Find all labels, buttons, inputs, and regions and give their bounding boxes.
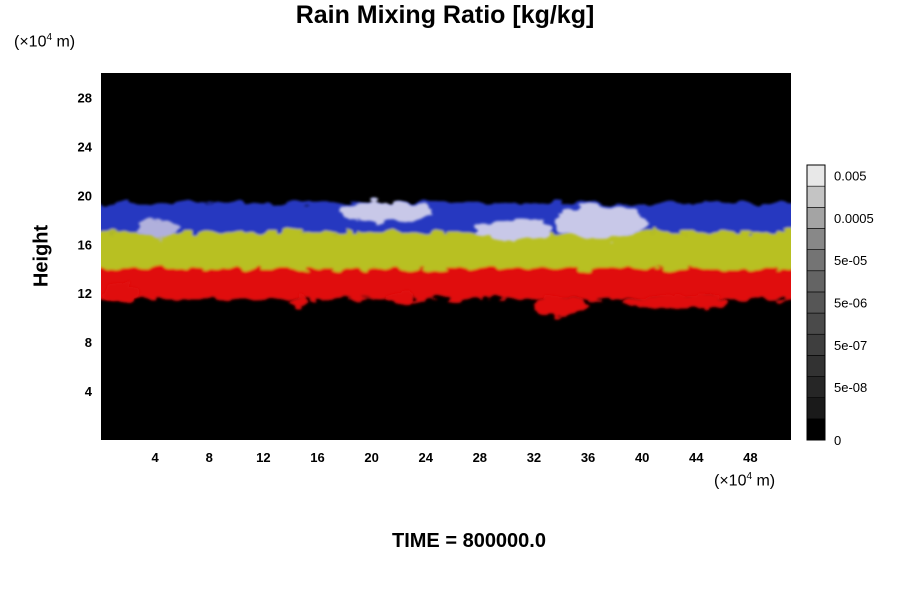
- colorbar-cell: [806, 291, 826, 314]
- colorbar-cell: [806, 270, 826, 293]
- y-tick-label: 24: [78, 139, 93, 154]
- colorbar-cell: [806, 164, 826, 187]
- y-tick-label: 4: [85, 384, 93, 399]
- colorbar-label: 0.0005: [834, 211, 874, 226]
- y-tick-label: 8: [85, 335, 92, 350]
- field-patch-3: [137, 217, 179, 240]
- x-unit-suffix: m): [752, 472, 776, 490]
- plot-area: [101, 73, 791, 440]
- colorbar-label: 5e-07: [834, 338, 867, 353]
- colorbar-label: 5e-06: [834, 296, 867, 311]
- x-tick-label: 28: [473, 450, 487, 465]
- colorbar-cell: [806, 312, 826, 335]
- y-axis-ticks: 4 8 12 16 20 24 28: [78, 90, 93, 399]
- field-band-2: [101, 202, 791, 233]
- y-axis-unit: (×104 m): [14, 32, 75, 51]
- y-tick-label: 16: [78, 237, 92, 252]
- colorbar-cell: [806, 376, 826, 398]
- colorbar-label: 5e-05: [834, 253, 867, 268]
- chart-title: Rain Mixing Ratio [kg/kg]: [295, 1, 595, 29]
- field-patch-8: [103, 283, 139, 303]
- colorbar: 0.005 0.0005 5e-05 5e-06 5e-07 5e-08 0: [806, 164, 874, 448]
- x-tick-label: 40: [635, 450, 649, 465]
- field-band-0: [101, 266, 791, 300]
- colorbar-cell: [806, 249, 826, 272]
- x-tick-label: 16: [310, 450, 324, 465]
- colorbar-label: 0: [834, 433, 841, 448]
- colorbar-cell: [806, 228, 826, 250]
- x-tick-label: 12: [256, 450, 270, 465]
- x-axis-ticks: 4 8 12 16 20 24 28 32 36 40 44 48: [152, 450, 758, 465]
- field-bands: [101, 202, 791, 300]
- field-patch-7: [533, 294, 589, 317]
- x-tick-label: 32: [527, 450, 541, 465]
- colorbar-cell: [806, 207, 826, 229]
- field-band-1: [101, 229, 791, 269]
- x-tick-label: 44: [689, 450, 704, 465]
- x-unit-exponent: 4: [746, 471, 753, 482]
- y-tick-label: 28: [78, 90, 92, 105]
- x-unit-base: (×10: [714, 472, 747, 490]
- colorbar-cell: [806, 418, 826, 441]
- time-label: TIME = 800000.0: [392, 530, 546, 552]
- y-tick-label: 12: [78, 286, 92, 301]
- field-patch-2: [475, 218, 552, 241]
- field-patch-5: [385, 291, 413, 307]
- field-patch-1: [337, 201, 433, 224]
- colorbar-label: 5e-08: [834, 380, 867, 395]
- x-tick-label: 36: [581, 450, 595, 465]
- colorbar-label: 0.005: [834, 169, 867, 184]
- y-unit-base: (×10: [14, 33, 47, 51]
- x-tick-label: 8: [206, 450, 213, 465]
- field-patch-6: [291, 296, 308, 310]
- colorbar-cell: [806, 333, 826, 356]
- colorbar-cell: [806, 397, 826, 420]
- x-tick-label: 4: [152, 450, 160, 465]
- x-tick-label: 20: [364, 450, 378, 465]
- colorbar-cell: [806, 185, 826, 208]
- x-tick-label: 24: [418, 450, 433, 465]
- x-tick-label: 48: [743, 450, 757, 465]
- field-patch-4: [624, 294, 728, 310]
- y-unit-suffix: m): [52, 33, 76, 51]
- colorbar-cell: [806, 355, 826, 377]
- field-patch-0: [554, 205, 649, 240]
- y-unit-exponent: 4: [46, 32, 53, 43]
- y-tick-label: 20: [78, 188, 92, 203]
- field-patches: [103, 201, 728, 317]
- x-axis-unit: (×104 m): [714, 471, 775, 490]
- colorbar-frame: [806, 164, 826, 441]
